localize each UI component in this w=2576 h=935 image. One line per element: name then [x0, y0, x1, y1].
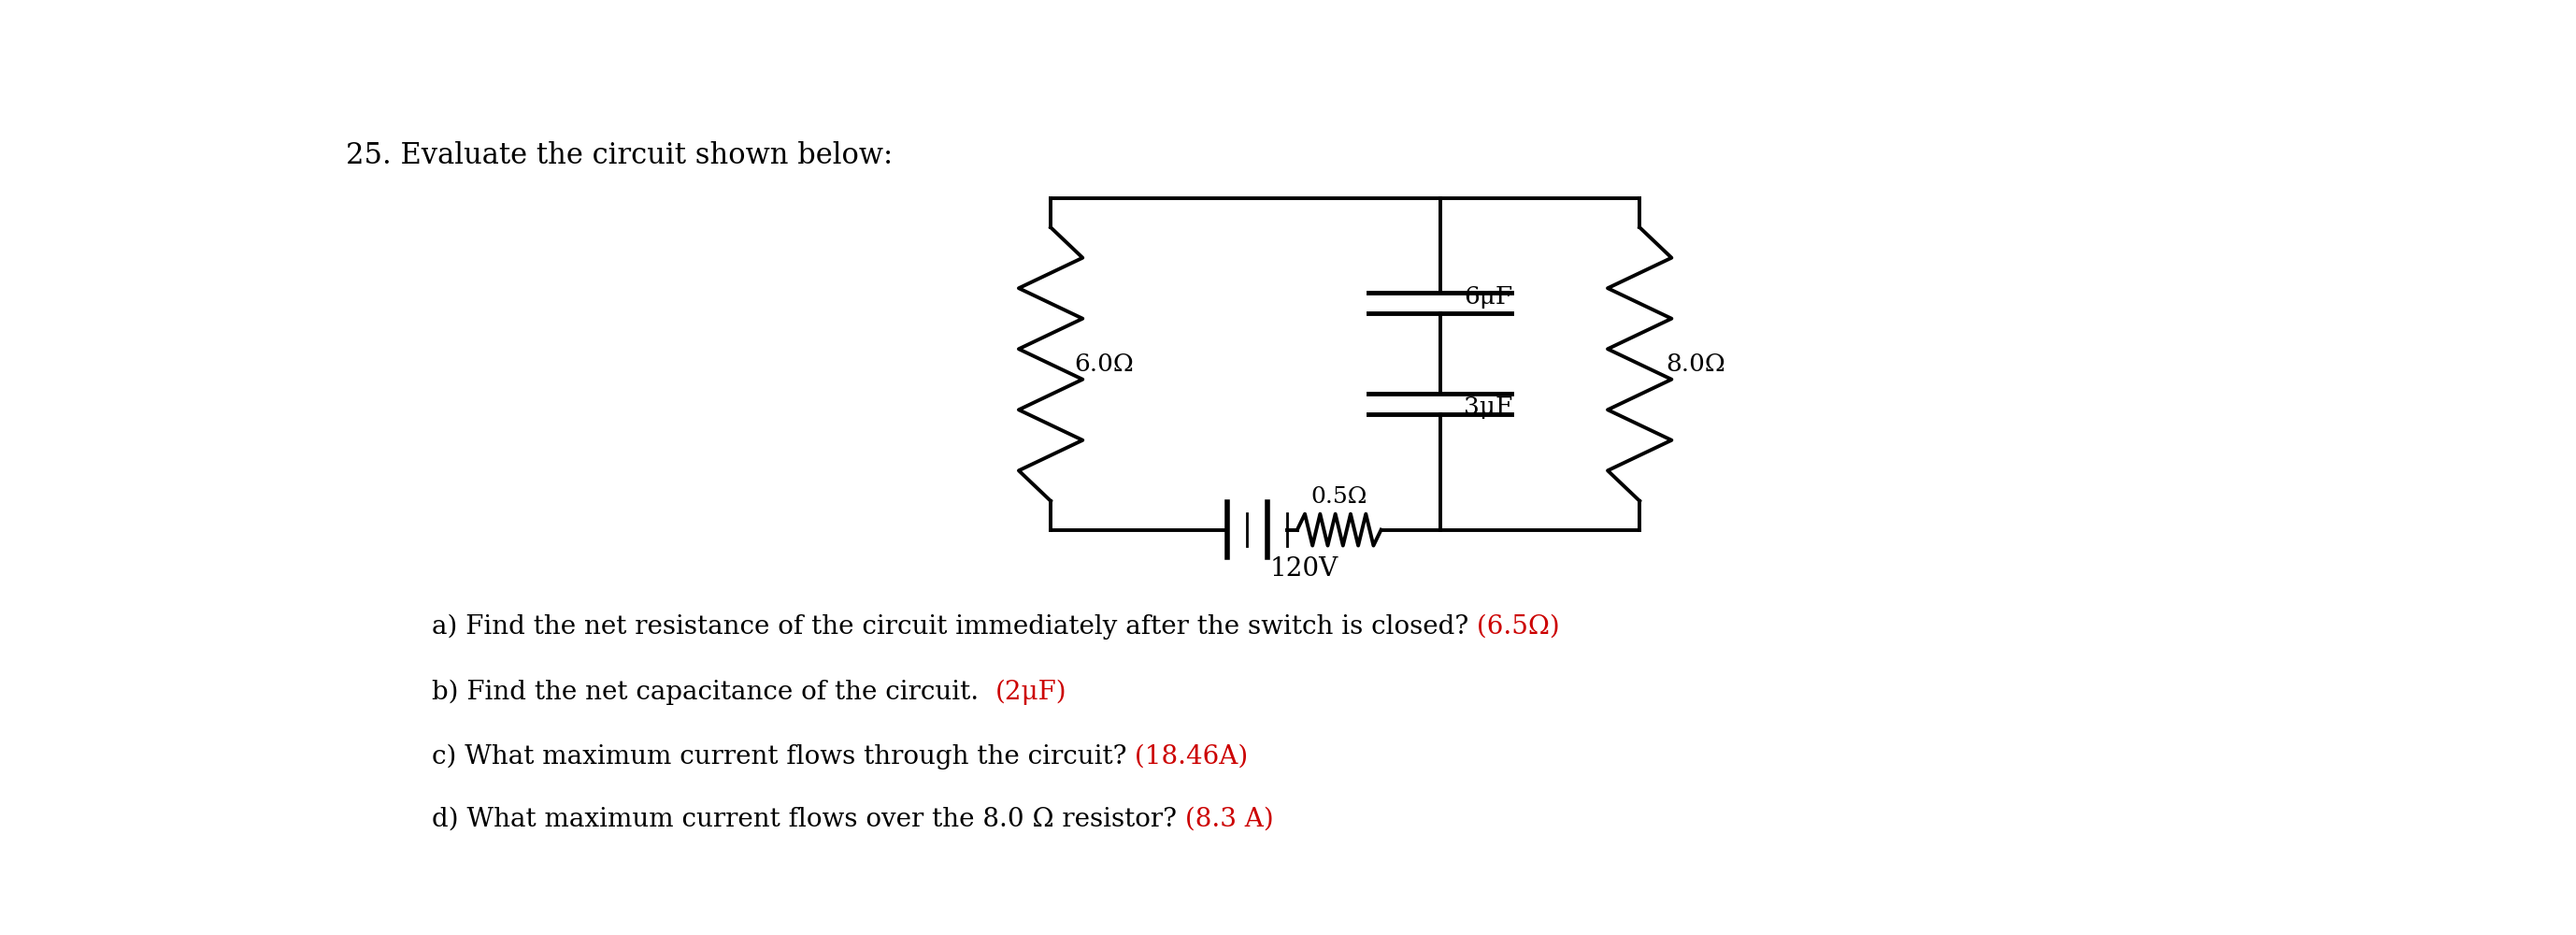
Text: d) What maximum current flows over the 8.0 Ω resistor?: d) What maximum current flows over the 8…	[433, 807, 1177, 832]
Text: 6μF: 6μF	[1463, 285, 1512, 309]
Text: 120V: 120V	[1270, 556, 1340, 582]
Text: c) What maximum current flows through the circuit?: c) What maximum current flows through th…	[433, 743, 1126, 770]
Text: 8.0Ω: 8.0Ω	[1667, 352, 1726, 376]
Text: (8.3 A): (8.3 A)	[1177, 807, 1273, 832]
Text: (18.46A): (18.46A)	[1126, 744, 1249, 770]
Text: 0.5Ω: 0.5Ω	[1311, 487, 1368, 509]
Text: b) Find the net capacitance of the circuit.: b) Find the net capacitance of the circu…	[433, 679, 994, 705]
Text: (2μF): (2μF)	[994, 679, 1066, 705]
Text: 25. Evaluate the circuit shown below:: 25. Evaluate the circuit shown below:	[345, 141, 894, 170]
Text: 3μF: 3μF	[1463, 396, 1512, 419]
Text: a) Find the net resistance of the circuit immediately after the switch is closed: a) Find the net resistance of the circui…	[433, 614, 1468, 640]
Text: (6.5Ω): (6.5Ω)	[1468, 614, 1561, 640]
Text: 6.0Ω: 6.0Ω	[1074, 352, 1133, 376]
